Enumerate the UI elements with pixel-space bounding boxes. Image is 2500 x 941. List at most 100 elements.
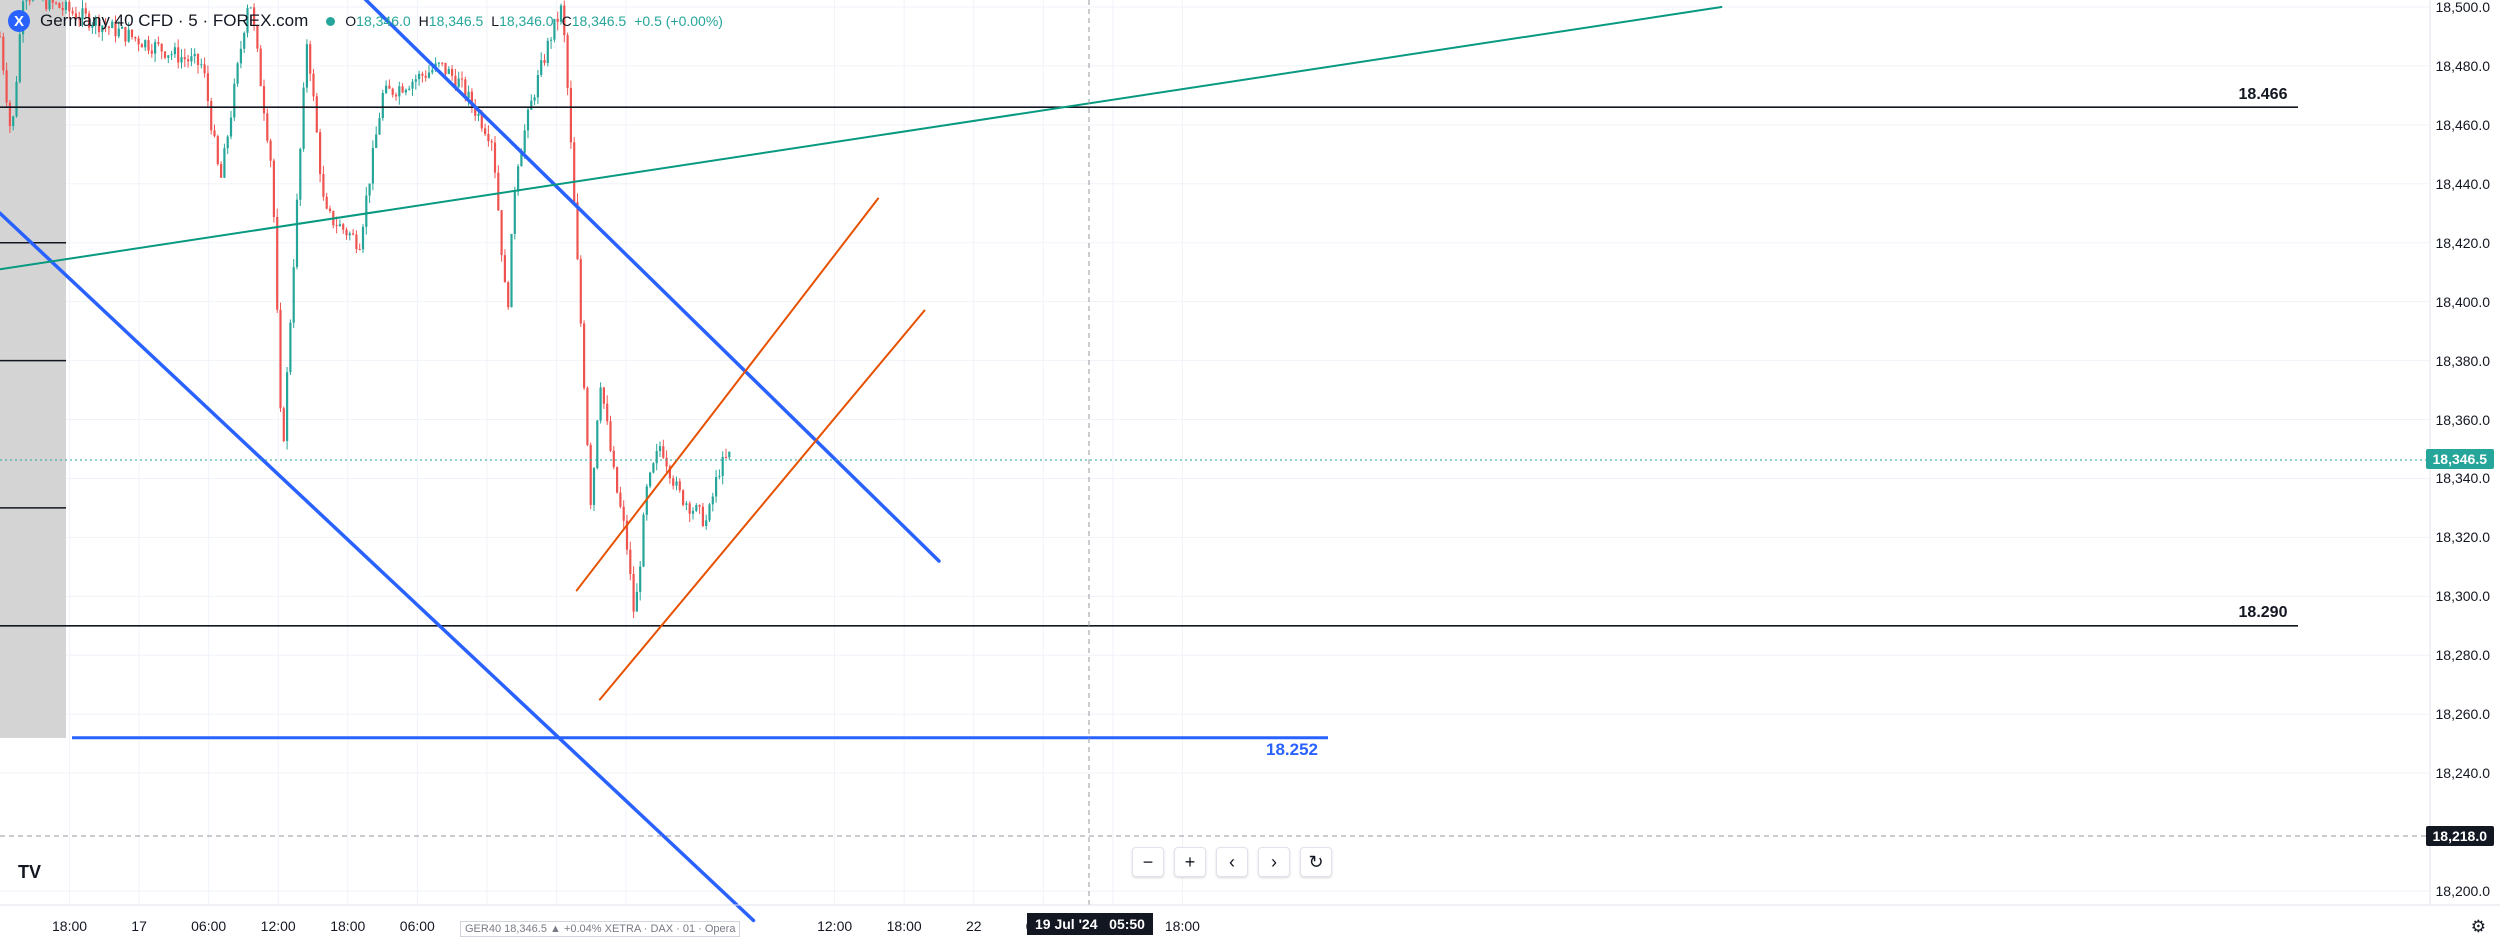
level-label-resistance: 18.466 [2238,86,2288,103]
chart-controls: − + ‹ › ↻ [1132,847,1332,877]
candle-body [464,79,467,99]
candle-body [216,136,219,165]
candle-body [520,152,523,167]
trend-lines [0,0,1723,923]
candle-body [517,166,520,192]
candle-body [74,13,77,19]
candle-body [698,505,701,507]
candle-body [635,591,638,612]
candle-body [678,481,681,491]
candle-body [262,86,266,114]
candle-body [203,64,206,74]
price-tick: 18,380.0 [2435,352,2491,369]
tradingview-logo-icon[interactable]: TV [18,862,42,882]
market-status-icon [326,16,336,26]
candle-body [213,130,216,137]
symbol-title[interactable]: Germany 40 CFD · 5 · FOREX.com [40,11,309,30]
candle-body [556,18,559,22]
candle-body [12,116,15,127]
price-tick: 18,400.0 [2435,293,2491,310]
reset-chart-button[interactable]: ↻ [1300,847,1332,877]
candle-body [490,141,493,143]
candle-body [526,109,530,131]
candle-body [682,490,685,505]
scroll-left-button[interactable]: ‹ [1216,847,1248,877]
level-lines [0,106,2298,740]
candle-body [447,68,450,74]
candle-body [88,13,91,28]
current-price-badge: 18,346.5 [2425,449,2494,469]
candle-body [536,75,539,98]
candle-body [510,233,513,308]
change-value: +0.5 (+0.00%) [634,13,723,29]
price-tick: 18,480.0 [2435,57,2491,74]
candle-body [68,1,71,12]
cursor-date-badge: 19 Jul '24 05:50 [1027,913,1153,935]
candle-body [121,26,124,29]
candle-body [107,26,110,28]
candle-body [361,226,365,250]
symbol-logo-icon[interactable]: X [8,10,30,32]
candle-body [124,26,127,42]
candle-body [111,21,114,28]
candle-body [64,1,68,11]
candle-body [632,574,635,612]
candle-body [342,224,345,230]
close-key: C [561,13,572,29]
candle-body [114,21,117,37]
candle-body [299,148,302,200]
candle-body [652,463,655,473]
crosshair-price-badge: 18,218.0 [2425,826,2494,846]
candle-body [5,70,8,103]
candle-body [233,83,236,118]
candle-body [193,53,196,57]
candle-body [708,504,711,521]
candle-body [249,7,252,9]
candle-body [573,142,576,203]
candle-body [177,47,180,63]
candle-body [223,148,226,178]
candle-body [61,7,64,11]
rising-channel-line [598,309,926,701]
candle-body [665,457,668,467]
zoom-in-button[interactable]: + [1174,847,1206,877]
candle-body [728,451,731,458]
level-label-support: 18.290 [2238,604,2288,621]
candle-body [84,8,87,14]
zoom-out-button[interactable]: − [1132,847,1164,877]
candle-body [348,233,351,236]
candle-body [675,481,678,486]
candle-body [55,2,58,4]
candle-body [253,7,256,26]
candle-body [246,8,249,33]
candle-body [48,0,51,10]
candle-body [45,0,48,10]
candle-body [0,36,2,38]
candle-body [196,53,200,65]
candle-body [279,309,282,409]
candle-body [319,132,322,175]
candle-body [668,466,671,479]
descending-channel-line [363,0,941,563]
scroll-right-button[interactable]: › [1258,847,1290,877]
candle-body [358,249,361,251]
time-tick: 18:00 [1164,918,1200,934]
high-key: H [418,13,429,29]
candle-body [596,420,599,469]
time-tick: 18:00 [886,918,922,934]
price-tick: 18,340.0 [2435,470,2491,487]
candle-body [292,267,295,323]
candle-body [190,56,193,62]
candle-body [375,134,378,148]
candle-body [533,97,536,101]
candle-body [140,44,143,48]
candle-body [371,147,374,184]
settings-icon[interactable]: ⚙ [2470,917,2486,936]
candle-body [259,48,262,87]
candle-body [639,566,642,592]
candle-body [91,25,94,28]
candle-body [150,50,153,54]
candle-body [266,113,269,141]
candle-body [163,51,167,58]
